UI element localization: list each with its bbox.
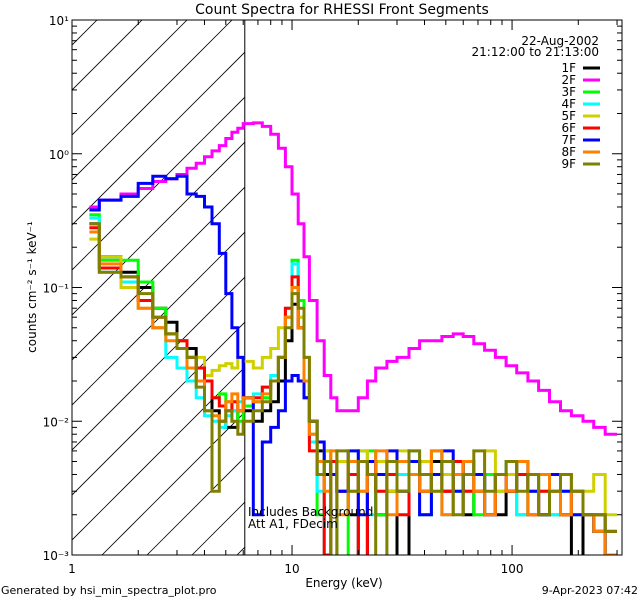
hatch-line — [72, 20, 233, 181]
y-tick-label: 10¹ — [49, 14, 69, 28]
hatch-line — [72, 141, 245, 316]
chart-title: Count Spectra for RHESSI Front Segments — [195, 2, 489, 18]
hatched-region — [0, 0, 640, 555]
hatch-line — [72, 186, 245, 361]
hatch-line — [72, 231, 245, 406]
hatch-line — [72, 51, 245, 226]
legend-label-3F: 3F — [561, 85, 576, 99]
footer-generated-by: Generated by hsi_min_spectra_plot.pro — [1, 584, 217, 597]
hatch-line — [72, 20, 143, 91]
x-tick-label: 100 — [501, 562, 524, 576]
legend-label-7F: 7F — [561, 133, 576, 147]
legend-label-8F: 8F — [561, 145, 576, 159]
series-line-2F — [89, 121, 617, 436]
y-tick-label: 10⁻² — [43, 415, 70, 429]
legend-label-1F: 1F — [561, 61, 576, 75]
y-tick-label: 10⁻³ — [43, 549, 70, 563]
series-line-9F — [89, 222, 617, 555]
hatch-lines — [0, 0, 640, 555]
date-label: 22-Aug-2002 — [521, 34, 599, 48]
legend-label-6F: 6F — [561, 121, 576, 135]
hatch-line — [462, 0, 640, 555]
hatch-line — [72, 321, 245, 496]
legend-label-4F: 4F — [561, 97, 576, 111]
hatch-line — [72, 96, 245, 271]
annotation-attenuator: Att A1, FDecim — [248, 517, 338, 531]
x-axis-label: Energy (keV) — [305, 576, 382, 590]
series-group — [89, 121, 617, 555]
legend-label-2F: 2F — [561, 73, 576, 87]
y-tick-label: 10⁻¹ — [43, 282, 70, 296]
footer-timestamp: 9-Apr-2023 07:42 — [542, 584, 638, 597]
axes: 1 10 100 10⁻³ 10⁻² 10⁻¹ 10⁰ 10¹ — [43, 14, 623, 576]
y-tick-label: 10⁰ — [49, 148, 69, 162]
x-tick-label: 10 — [284, 562, 299, 576]
hatch-line — [72, 20, 188, 136]
hatch-line — [597, 0, 640, 555]
x-tick-label: 1 — [68, 562, 76, 576]
annotation-background: Includes Background — [248, 505, 373, 519]
time-range-label: 21:12:00 to 21:13:00 — [472, 45, 599, 59]
hatch-line — [0, 0, 117, 555]
hatch-line — [72, 276, 245, 451]
y-axis-label: counts cm⁻² s⁻¹ keV⁻¹ — [25, 221, 39, 353]
hatch-line — [72, 366, 245, 541]
hatch-line — [101, 411, 245, 555]
legend-label-9F: 9F — [561, 157, 576, 171]
legend-label-5F: 5F — [561, 109, 576, 123]
